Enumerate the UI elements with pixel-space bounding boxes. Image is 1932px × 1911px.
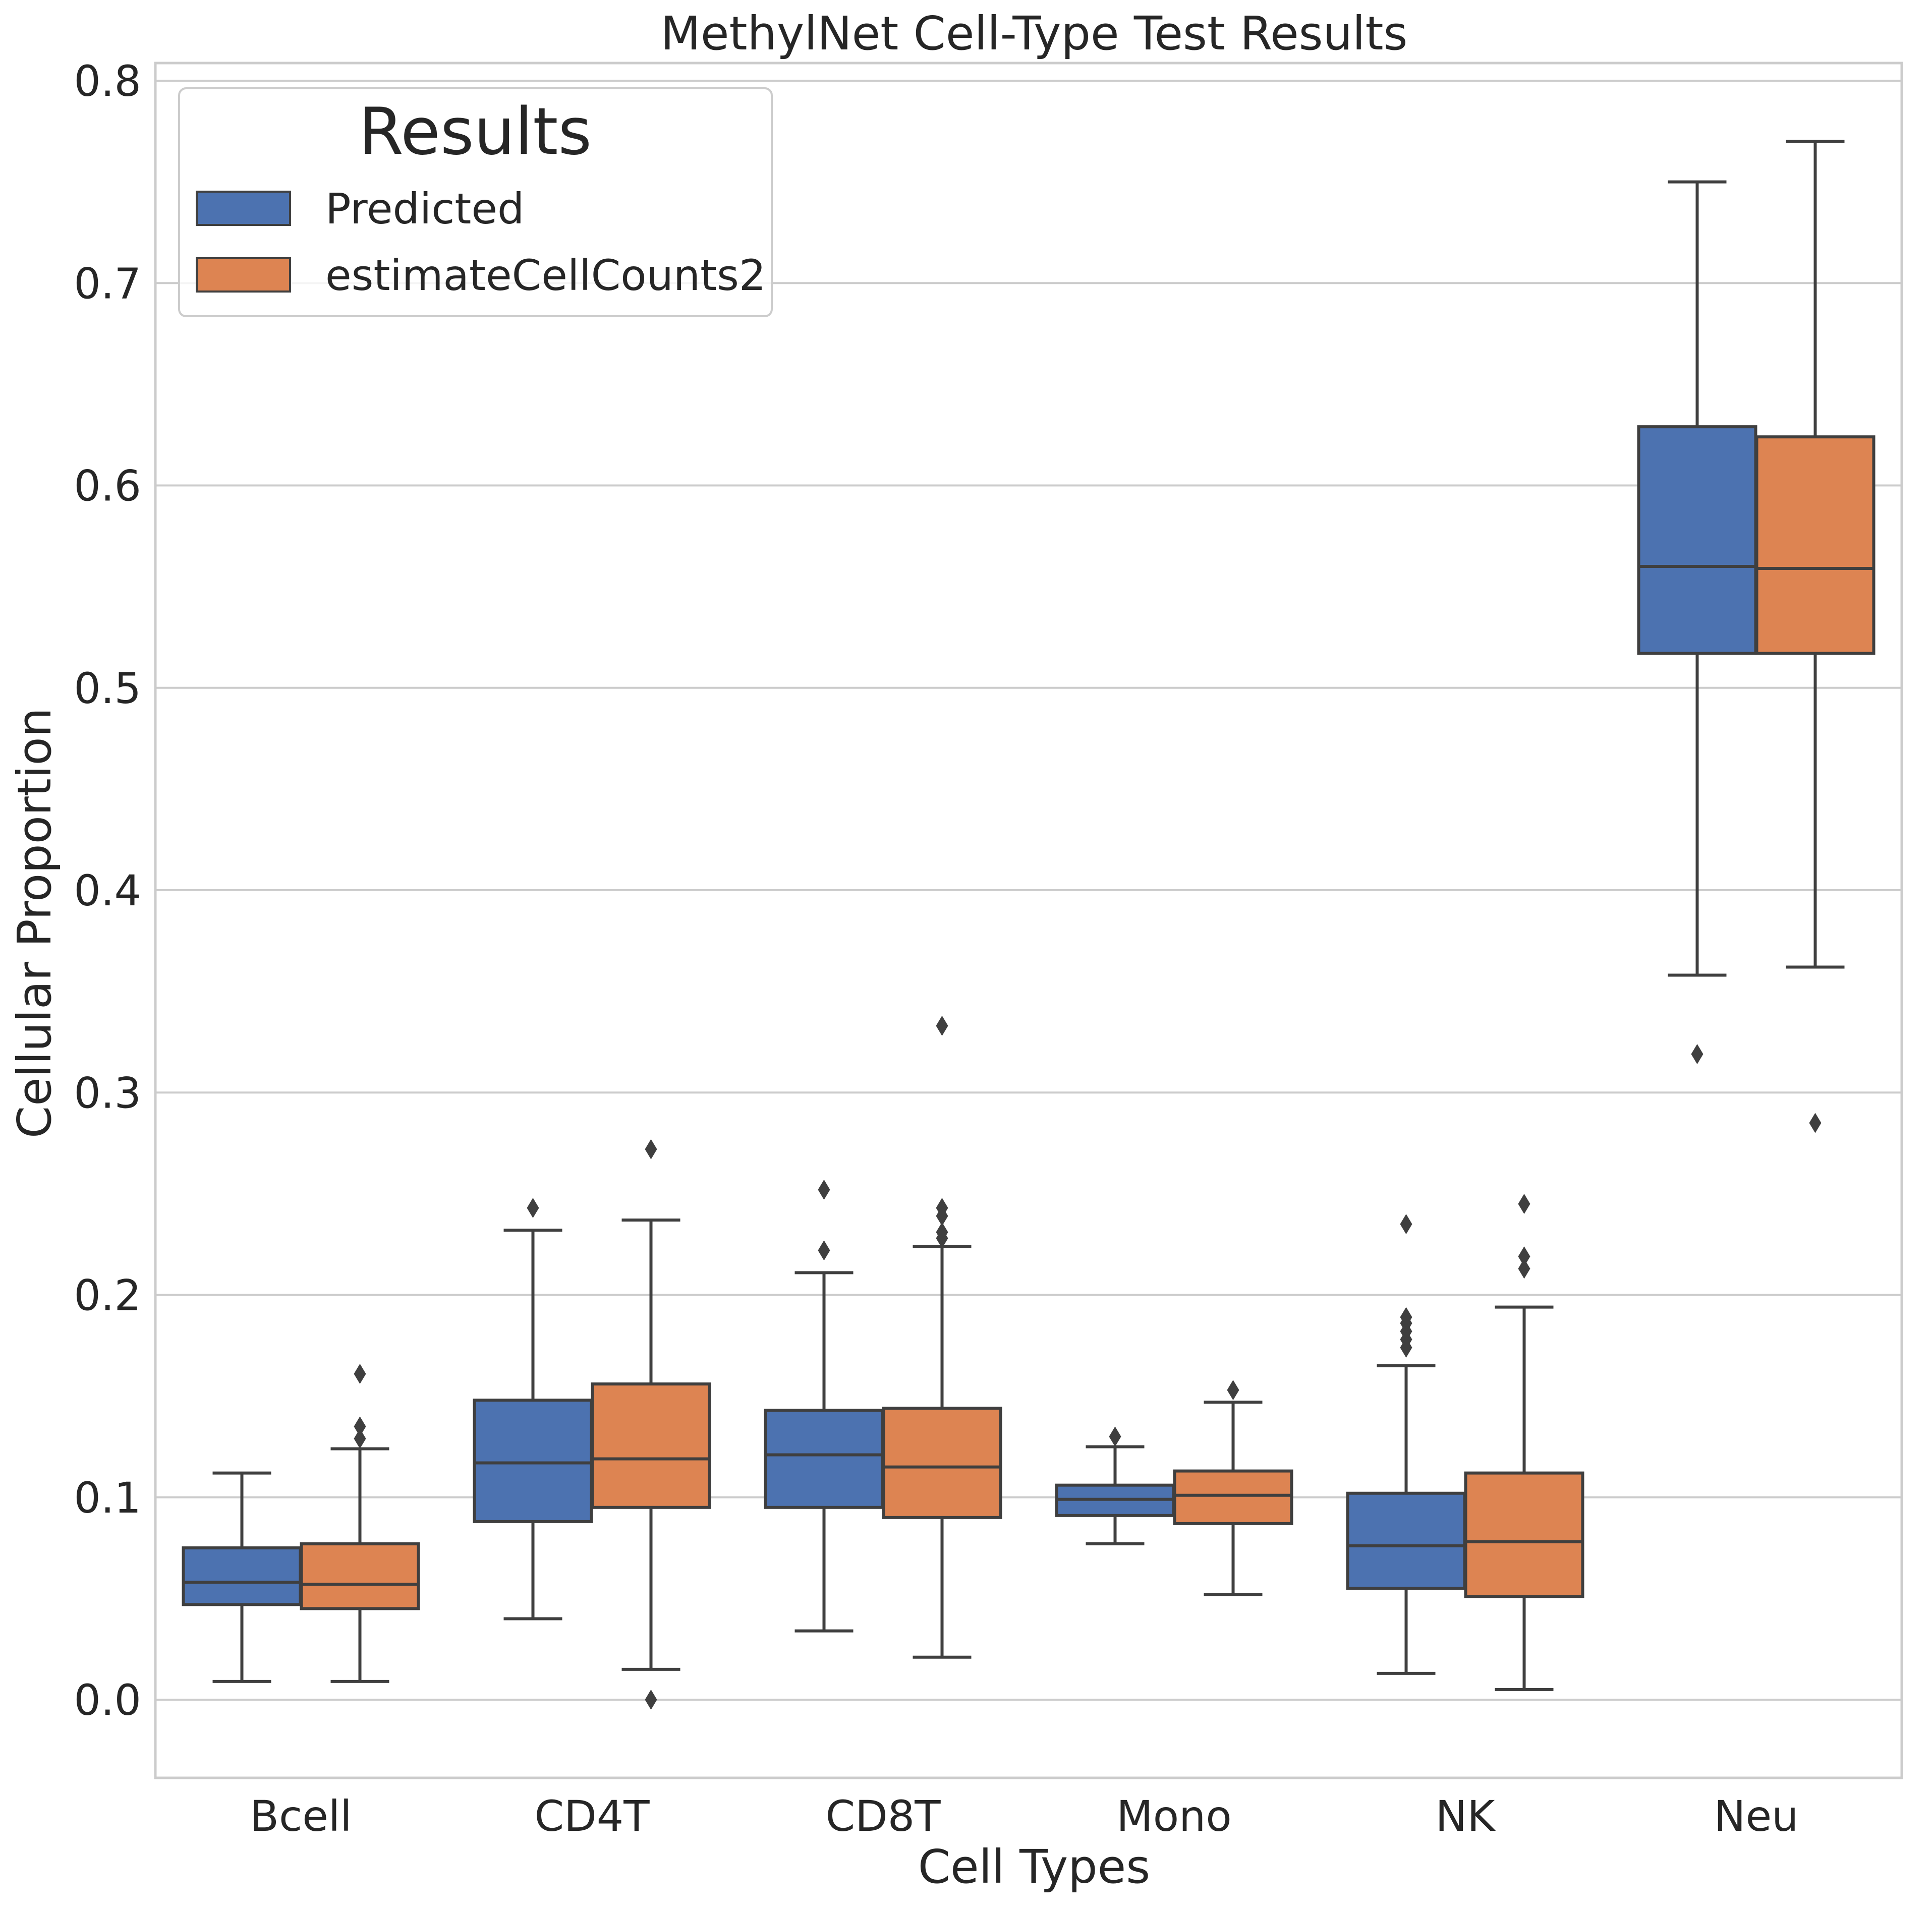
outlier-point-1 [1518, 1246, 1530, 1267]
x-axis-label: Cell Types [918, 1840, 1150, 1894]
box-body [764, 1409, 884, 1509]
box-body [882, 1407, 1002, 1519]
outlier-point-4 [1400, 1307, 1412, 1327]
plot-frame [154, 62, 1903, 1779]
outlier-point-2 [1518, 1193, 1530, 1214]
legend-swatch-estimatecellcounts2 [196, 257, 291, 293]
y-tick-label-7: 0.7 [74, 259, 141, 308]
y-tick-label-6: 0.6 [74, 461, 141, 511]
box-plot-area [182, 140, 1876, 1710]
x-tick-label-mono: Mono [1116, 1791, 1232, 1841]
box-body [591, 1382, 711, 1509]
box-body [182, 1546, 302, 1606]
outlier-point-4 [936, 1015, 948, 1036]
legend-frame [178, 87, 773, 317]
chart-title: MethylNet Cell-Type Test Results [661, 7, 1408, 61]
y-tick-label-5: 0.5 [74, 664, 141, 713]
legend-swatch-predicted [196, 191, 291, 226]
box-body [1346, 1491, 1466, 1590]
outlier-point-1 [354, 1416, 366, 1437]
box-body [300, 1542, 420, 1610]
outlier-point-0 [645, 1690, 657, 1710]
outlier-point-1 [936, 1222, 948, 1243]
y-tick-label-8: 0.8 [74, 56, 141, 106]
x-tick-label-cd4t: CD4T [534, 1791, 650, 1841]
outlier-point-5 [1400, 1214, 1412, 1235]
legend: Results Predicted estimateCellCounts2 [178, 87, 773, 317]
y-tick-label-3: 0.3 [74, 1068, 141, 1118]
x-tick-label-bcell: Bcell [250, 1791, 352, 1841]
box-body [1637, 425, 1757, 655]
outlier-point-0 [818, 1240, 830, 1261]
outlier-point-0 [1691, 1044, 1703, 1065]
outlier-point-1 [818, 1179, 830, 1200]
box-nk-estimatecellcounts2 [1464, 1193, 1584, 1691]
outlier-point-1 [645, 1139, 657, 1160]
box-body [1755, 435, 1876, 655]
box-body [473, 1399, 593, 1523]
box-nk-predicted [1346, 1214, 1466, 1675]
y-axis-label: Cellular Proportion [8, 708, 62, 1138]
x-axis-ticks: Bcell CD4T CD8T Mono NK Neu [250, 1791, 1798, 1841]
box-neu-estimatecellcounts2 [1755, 140, 1876, 1133]
outlier-point-0 [1109, 1426, 1121, 1447]
x-tick-label-neu: Neu [1714, 1791, 1799, 1841]
y-tick-label-1: 0.1 [74, 1473, 141, 1523]
outlier-point-0 [1518, 1258, 1530, 1279]
y-tick-label-2: 0.2 [74, 1271, 141, 1320]
box-mono-estimatecellcounts2 [1173, 1380, 1293, 1596]
outlier-point-0 [1809, 1113, 1822, 1133]
box-bcell-estimatecellcounts2 [300, 1363, 420, 1683]
box-neu-predicted [1637, 180, 1757, 1065]
y-tick-label-4: 0.4 [74, 866, 141, 915]
box-body [1464, 1471, 1584, 1598]
legend-label-estimatecellcounts2: estimateCellCounts2 [325, 251, 766, 300]
legend-label-predicted: Predicted [325, 184, 524, 234]
x-tick-label-cd8t: CD8T [825, 1791, 941, 1841]
box-cd4t-estimatecellcounts2 [591, 1139, 711, 1710]
outlier-point-0 [527, 1197, 539, 1218]
outlier-point-2 [354, 1363, 366, 1384]
legend-title: Results [359, 94, 592, 169]
box-cd8t-predicted [764, 1179, 884, 1633]
x-tick-label-nk: NK [1436, 1791, 1496, 1841]
box-mono-predicted [1055, 1426, 1175, 1546]
box-cd8t-estimatecellcounts2 [882, 1015, 1002, 1659]
box-bcell-predicted [182, 1471, 302, 1683]
outlier-point-0 [1227, 1380, 1239, 1401]
y-axis-ticks: 0.0 0.1 0.2 0.3 0.4 0.5 0.6 0.7 0.8 [74, 56, 141, 1725]
y-tick-label-0: 0.0 [74, 1675, 141, 1725]
outlier-point-0 [354, 1428, 366, 1449]
box-body [1173, 1469, 1293, 1525]
outlier-point-3 [936, 1197, 948, 1218]
